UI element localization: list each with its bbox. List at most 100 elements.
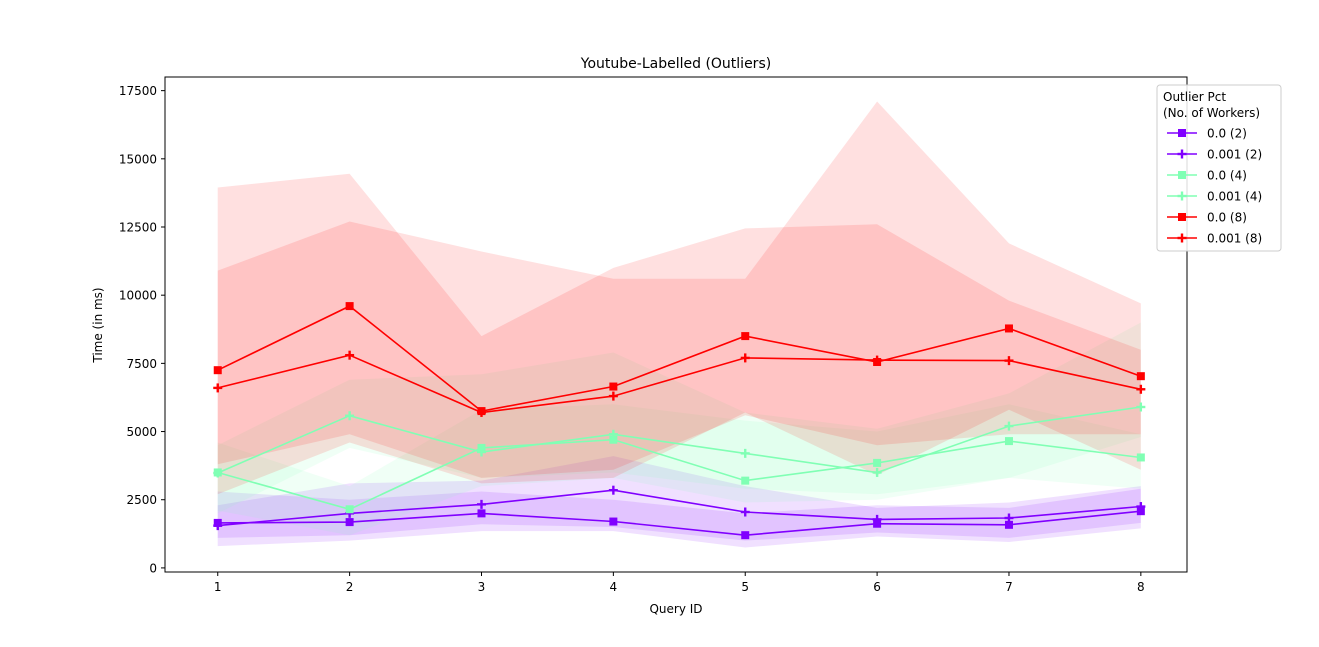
x-tick-label: 2 xyxy=(346,580,354,594)
legend-label-4: 0.0 (8) xyxy=(1207,211,1247,225)
point-series-0-2 xyxy=(477,509,486,518)
plot-frame xyxy=(164,76,1188,573)
line-series-0 xyxy=(217,510,1141,537)
legend-items: 0.0 (2) 0.001 (2) 0.0 (4) 0.001 (4) 0.0 (8) 0… xyxy=(1167,127,1262,246)
point-series-5-4 xyxy=(740,353,750,363)
x-tick-label: 7 xyxy=(1005,580,1013,594)
x-tick-label: 4 xyxy=(610,580,618,594)
line-series-3 xyxy=(217,406,1141,474)
legend-marker-5 xyxy=(1177,233,1187,243)
chart-title: Youtube-Labelled (Outliers) xyxy=(580,56,771,72)
point-series-3-7 xyxy=(1136,402,1146,412)
point-series-2-7 xyxy=(1136,453,1145,462)
point-series-2-1 xyxy=(345,505,354,514)
x-axis-label: Query ID xyxy=(649,602,702,616)
point-series-2-4 xyxy=(741,476,750,485)
x-tick-label: 1 xyxy=(214,580,222,594)
legend-marker-3 xyxy=(1177,191,1187,201)
y-tick-label: 12500 xyxy=(119,221,157,235)
point-series-1-4 xyxy=(740,507,750,517)
point-series-5-1 xyxy=(345,350,355,360)
point-series-2-3 xyxy=(609,435,618,444)
line-series-4 xyxy=(217,305,1142,412)
band-series-3 xyxy=(217,322,1141,514)
y-tick-label: 17500 xyxy=(119,84,157,98)
legend-item-1: 0.001 (2) xyxy=(1167,148,1262,162)
legend-marker-2 xyxy=(1178,171,1186,179)
legend: Outlier Pct (No. of Workers) 0.0 (2) 0.00… xyxy=(1156,84,1282,252)
band-series-0 xyxy=(217,488,1141,541)
point-series-1-6 xyxy=(1004,513,1014,523)
point-series-5-7 xyxy=(1136,384,1146,394)
legend-item-0: 0.0 (2) xyxy=(1167,127,1247,141)
legend-item-3: 0.001 (4) xyxy=(1167,190,1262,204)
point-series-3-3 xyxy=(608,429,618,439)
point-series-0-6 xyxy=(1004,520,1013,529)
confidence-bands xyxy=(217,101,1141,548)
point-series-0-4 xyxy=(741,531,750,540)
y-tick-label: 10000 xyxy=(119,289,157,303)
band-series-4 xyxy=(217,173,1141,478)
x-tick-label: 3 xyxy=(478,580,486,594)
point-series-1-3 xyxy=(608,485,618,495)
y-tick-label: 7500 xyxy=(126,357,157,371)
point-series-3-6 xyxy=(1004,421,1014,431)
band-series-5 xyxy=(217,101,1141,495)
point-series-0-7 xyxy=(1136,507,1145,516)
legend-marker-0 xyxy=(1178,129,1186,137)
point-series-4-6 xyxy=(1004,324,1013,333)
legend-item-5: 0.001 (8) xyxy=(1167,232,1262,246)
y-tick-label: 15000 xyxy=(119,152,157,166)
point-series-4-3 xyxy=(609,382,618,391)
legend-label-2: 0.0 (4) xyxy=(1207,169,1247,183)
point-series-0-1 xyxy=(345,518,354,527)
point-series-5-3 xyxy=(608,391,618,401)
legend-marker-1 xyxy=(1177,149,1187,159)
legend-item-2: 0.0 (4) xyxy=(1167,169,1247,183)
band-series-2 xyxy=(217,404,1141,536)
point-series-3-1 xyxy=(345,411,355,421)
point-series-0-3 xyxy=(609,517,618,526)
point-series-5-6 xyxy=(1004,356,1014,366)
legend-label-3: 0.001 (4) xyxy=(1207,190,1262,204)
point-series-4-0 xyxy=(213,366,222,375)
point-series-5-2 xyxy=(476,407,486,417)
point-series-2-6 xyxy=(1004,437,1013,446)
point-series-4-1 xyxy=(345,302,354,311)
point-series-3-0 xyxy=(213,468,223,478)
point-series-3-5 xyxy=(872,467,882,477)
line-series-2 xyxy=(217,438,1141,511)
legend-box xyxy=(1156,84,1282,252)
legend-label-0: 0.0 (2) xyxy=(1207,127,1247,141)
axes: 1 2 3 4 5 6 7 8 0 2500 5000 7500 10000 12500 15000 1750… xyxy=(119,76,1188,594)
point-series-5-5 xyxy=(872,355,882,365)
series-lines xyxy=(213,302,1146,540)
legend-label-1: 0.001 (2) xyxy=(1207,148,1262,162)
point-series-3-4 xyxy=(740,448,750,458)
point-series-1-7 xyxy=(1136,502,1146,512)
legend-title: Outlier Pct xyxy=(1163,90,1226,104)
legend-label-5: 0.001 (8) xyxy=(1207,232,1262,246)
point-series-1-2 xyxy=(476,499,486,509)
legend-item-4: 0.0 (8) xyxy=(1167,211,1247,225)
point-series-1-5 xyxy=(872,514,882,524)
point-series-4-7 xyxy=(1136,372,1145,381)
y-axis-label: Time (in ms) xyxy=(91,287,105,363)
y-tick-label: 0 xyxy=(149,561,157,575)
point-series-2-5 xyxy=(873,458,882,467)
x-tick-label: 6 xyxy=(873,580,881,594)
x-tick-label: 5 xyxy=(741,580,749,594)
point-series-4-4 xyxy=(741,332,750,341)
legend-marker-4 xyxy=(1178,213,1186,221)
line-series-5 xyxy=(217,354,1141,414)
line-series-1 xyxy=(217,489,1141,527)
point-series-3-2 xyxy=(476,447,486,457)
y-tick-label: 2500 xyxy=(126,493,157,507)
legend-subtitle: (No. of Workers) xyxy=(1163,106,1260,120)
y-tick-label: 5000 xyxy=(126,425,157,439)
x-tick-label: 8 xyxy=(1137,580,1145,594)
point-series-5-0 xyxy=(213,383,223,393)
point-series-1-0 xyxy=(213,521,223,531)
